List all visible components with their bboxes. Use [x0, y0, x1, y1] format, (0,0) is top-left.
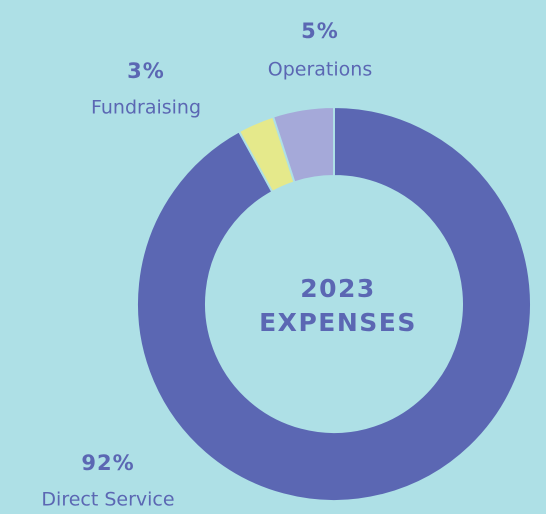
value-label: 92%	[81, 451, 134, 475]
category-label: Direct Service	[41, 489, 174, 511]
donut-segment	[136, 105, 532, 502]
category-label: Operations	[268, 59, 372, 81]
chart-title: 2023 EXPENSES	[259, 274, 417, 337]
category-label: Fundraising	[91, 97, 201, 119]
donut-segment	[271, 105, 335, 184]
value-label: 5%	[301, 19, 339, 43]
value-label: 3%	[127, 59, 165, 83]
